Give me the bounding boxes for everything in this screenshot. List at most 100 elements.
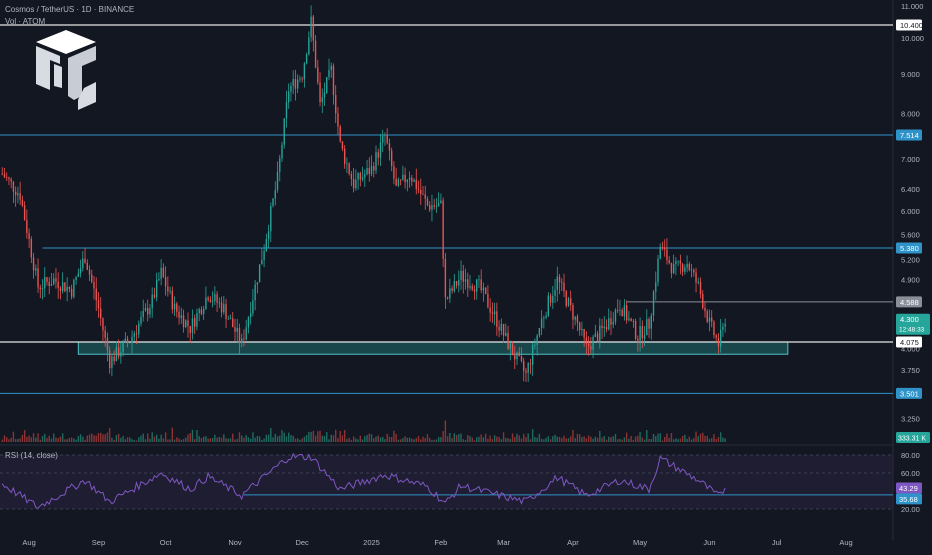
candle-body bbox=[612, 321, 614, 325]
candle-body bbox=[511, 343, 514, 356]
candle-body bbox=[581, 328, 583, 331]
time-tick-label: Jun bbox=[703, 538, 715, 547]
candle-body bbox=[471, 286, 473, 290]
price-tick-label: 11.000 bbox=[901, 2, 923, 11]
candle-body bbox=[194, 318, 196, 327]
volume-bar bbox=[451, 438, 453, 442]
volume-bar bbox=[693, 438, 695, 442]
candle-body bbox=[567, 298, 570, 306]
volume-bar bbox=[366, 435, 368, 442]
volume-bar bbox=[3, 435, 6, 442]
volume-bar bbox=[704, 435, 706, 442]
volume-bar bbox=[482, 437, 485, 442]
candle-body bbox=[711, 317, 713, 322]
candle-body bbox=[14, 191, 17, 196]
volume-bar bbox=[361, 439, 364, 442]
volume-bar bbox=[133, 440, 135, 442]
volume-bar bbox=[151, 432, 153, 442]
volume-bar bbox=[502, 432, 505, 442]
candle-body bbox=[285, 102, 288, 119]
volume-bar bbox=[149, 438, 151, 442]
volume-bar bbox=[288, 432, 290, 442]
candle-body bbox=[97, 300, 100, 309]
volume-bar bbox=[305, 435, 308, 442]
candle-body bbox=[111, 356, 113, 369]
candle-body bbox=[21, 199, 24, 206]
volume-bar bbox=[702, 432, 704, 442]
candle-body bbox=[453, 281, 456, 291]
candle-body bbox=[670, 263, 673, 274]
volume-bar bbox=[140, 435, 142, 442]
candle-body bbox=[151, 294, 153, 309]
volume-bar bbox=[254, 437, 256, 442]
candle-body bbox=[487, 293, 489, 308]
candle-body bbox=[198, 309, 200, 313]
level-badge-3.501 bbox=[896, 387, 922, 399]
volume-bar bbox=[84, 439, 86, 442]
volume-bar bbox=[227, 438, 229, 442]
volume-bar bbox=[294, 438, 297, 442]
candle-body bbox=[375, 152, 377, 171]
volume-bar bbox=[623, 437, 626, 442]
level-badge-5.380 bbox=[896, 242, 922, 254]
rsi-layer bbox=[0, 452, 893, 510]
candle-body bbox=[637, 338, 639, 341]
candle-body bbox=[46, 277, 48, 282]
rsi-value-text: 43.29 bbox=[899, 484, 918, 493]
volume-bar bbox=[610, 437, 612, 442]
candle-body bbox=[17, 193, 19, 196]
candle-body bbox=[547, 295, 550, 316]
volume-bar bbox=[529, 439, 532, 442]
volume-bar bbox=[339, 431, 341, 442]
volume-bar bbox=[514, 436, 516, 442]
candle-body bbox=[628, 318, 630, 321]
volume-bar bbox=[713, 434, 715, 442]
candle-body bbox=[426, 198, 429, 206]
candle-body bbox=[520, 356, 523, 361]
candle-body bbox=[124, 338, 127, 343]
volume-bar bbox=[370, 434, 373, 442]
volume-bar bbox=[129, 437, 131, 442]
volume-bar bbox=[429, 438, 431, 442]
volume-bar bbox=[518, 435, 520, 442]
volume-bar bbox=[115, 435, 118, 442]
candle-body bbox=[422, 193, 424, 195]
volume-bar bbox=[480, 434, 482, 442]
volume-bar bbox=[574, 438, 576, 442]
candle-body bbox=[529, 363, 532, 365]
volume-bar bbox=[281, 430, 283, 442]
volume-bar bbox=[93, 435, 95, 442]
volume-bar bbox=[641, 437, 644, 442]
candle-body bbox=[328, 70, 330, 78]
volume-bar bbox=[236, 438, 238, 442]
candle-body bbox=[476, 279, 478, 292]
volume-bar bbox=[26, 436, 28, 442]
volume-bar bbox=[498, 437, 500, 442]
volume-bar bbox=[296, 438, 299, 442]
rsi-level-badge bbox=[896, 493, 922, 505]
candle-body bbox=[299, 78, 301, 80]
volume-bar bbox=[373, 438, 375, 442]
candle-body bbox=[225, 304, 227, 319]
candle-body bbox=[406, 179, 409, 183]
volume-bar bbox=[301, 438, 303, 442]
candle-body bbox=[138, 323, 140, 334]
candle-body bbox=[424, 194, 426, 199]
candle-body bbox=[274, 190, 276, 199]
volume-bar bbox=[570, 436, 572, 442]
candle-body bbox=[634, 320, 637, 339]
volume-bar bbox=[643, 439, 646, 442]
volume-bar bbox=[258, 436, 261, 442]
candle-body bbox=[715, 335, 717, 338]
volume-bar bbox=[583, 436, 585, 442]
volume-bar bbox=[534, 437, 536, 442]
candle-body bbox=[310, 16, 312, 38]
support-zone-box[interactable] bbox=[77, 341, 789, 355]
volume-bar bbox=[628, 438, 630, 442]
volume-bar bbox=[308, 431, 310, 442]
volume-bar bbox=[265, 434, 268, 442]
candle-body bbox=[23, 205, 26, 220]
volume-bar bbox=[30, 437, 33, 442]
